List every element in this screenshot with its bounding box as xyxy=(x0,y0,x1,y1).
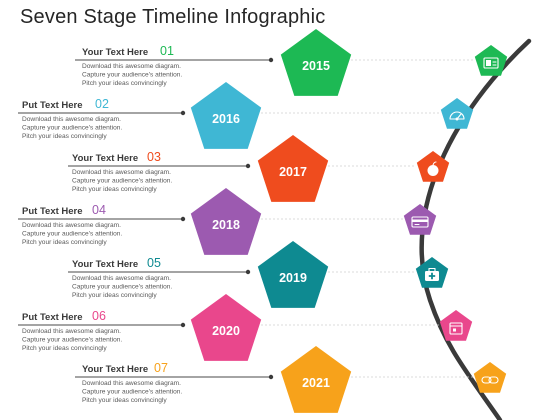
stage-4: Put Text Here 04 Download this awesome dia… xyxy=(18,188,437,255)
stage-heading: Put Text Here xyxy=(22,312,83,323)
stage-description: Pitch your ideas convincingly xyxy=(22,239,107,246)
stage-number: 07 xyxy=(154,361,168,375)
medical-kit-icon xyxy=(415,257,449,288)
speedometer-icon xyxy=(440,98,474,129)
year-pentagon xyxy=(190,82,262,149)
connector-dot xyxy=(245,269,251,275)
stage-number: 06 xyxy=(92,309,106,323)
connector-dot xyxy=(245,163,251,169)
stage-description: Download this awesome diagram. xyxy=(72,169,171,176)
year-pentagon xyxy=(280,29,352,96)
icon-badge xyxy=(440,98,474,129)
year-pentagon xyxy=(190,188,262,255)
stage-number: 01 xyxy=(160,44,174,58)
year-pentagon xyxy=(257,241,329,308)
stage-description: Download this awesome diagram. xyxy=(82,63,181,70)
stage-1: Your Text Here 01 Download this awesome di… xyxy=(75,29,508,96)
credit-card-icon xyxy=(403,204,437,235)
stage-year: 2020 xyxy=(212,324,240,338)
stage-year: 2015 xyxy=(302,59,330,73)
timeline-curve xyxy=(419,38,532,420)
stage-description: Pitch your ideas convincingly xyxy=(22,345,107,352)
year-pentagon xyxy=(257,135,329,202)
stage-heading: Put Text Here xyxy=(22,100,83,111)
connector-dot xyxy=(180,216,186,222)
stage-description: Pitch your ideas convincingly xyxy=(22,133,107,140)
stage-description: Pitch your ideas convincingly xyxy=(82,397,167,404)
stage-heading: Your Text Here xyxy=(82,364,148,375)
icon-badge xyxy=(403,204,437,235)
stage-description: Capture your audience's attention. xyxy=(22,231,122,238)
stage-description: Download this awesome diagram. xyxy=(22,328,121,335)
stage-description: Download this awesome diagram. xyxy=(22,116,121,123)
stage-6: Put Text Here 06 Download this awesome dia… xyxy=(18,294,473,361)
calendar-icon xyxy=(439,310,473,341)
stage-description: Pitch your ideas convincingly xyxy=(72,186,157,193)
stage-year: 2016 xyxy=(212,112,240,126)
stage-2: Put Text Here 02 Download this awesome dia… xyxy=(18,82,474,149)
year-pentagon xyxy=(190,294,262,361)
stage-heading: Your Text Here xyxy=(72,259,138,270)
id-card-icon xyxy=(474,45,508,76)
stage-description: Capture your audience's attention. xyxy=(72,178,172,185)
stage-description: Capture your audience's attention. xyxy=(22,337,122,344)
stage-description: Capture your audience's attention. xyxy=(72,284,172,291)
stage-year: 2018 xyxy=(212,218,240,232)
stage-year: 2021 xyxy=(302,376,330,390)
stage-description: Pitch your ideas convincingly xyxy=(82,80,167,87)
connector-dot xyxy=(268,374,274,380)
stage-description: Download this awesome diagram. xyxy=(82,380,181,387)
chain-link-icon xyxy=(473,362,507,393)
stage-heading: Put Text Here xyxy=(22,206,83,217)
stage-3: Your Text Here 03 Download this awesome di… xyxy=(68,135,450,202)
connector-dot xyxy=(180,322,186,328)
apple-icon xyxy=(416,151,450,182)
stage-7: Your Text Here 07 Download this awesome di… xyxy=(75,346,507,413)
stage-year: 2017 xyxy=(279,165,307,179)
stage-year: 2019 xyxy=(279,271,307,285)
connector-dot xyxy=(268,57,274,63)
stage-description: Pitch your ideas convincingly xyxy=(72,292,157,299)
stage-number: 02 xyxy=(95,97,109,111)
stage-number: 04 xyxy=(92,203,106,217)
connector-dot xyxy=(180,110,186,116)
page-title: Seven Stage Timeline Infographic xyxy=(20,6,326,28)
stage-5: Your Text Here 05 Download this awesome di… xyxy=(68,241,449,308)
stage-number: 03 xyxy=(147,150,161,164)
stage-description: Capture your audience's attention. xyxy=(82,72,182,79)
stage-heading: Your Text Here xyxy=(72,153,138,164)
icon-badge xyxy=(439,310,473,341)
stage-number: 05 xyxy=(147,256,161,270)
stage-description: Capture your audience's attention. xyxy=(82,389,182,396)
year-pentagon xyxy=(280,346,352,413)
stage-description: Download this awesome diagram. xyxy=(72,275,171,282)
stage-description: Download this awesome diagram. xyxy=(22,222,121,229)
stage-heading: Your Text Here xyxy=(82,47,148,58)
stage-description: Capture your audience's attention. xyxy=(22,125,122,132)
